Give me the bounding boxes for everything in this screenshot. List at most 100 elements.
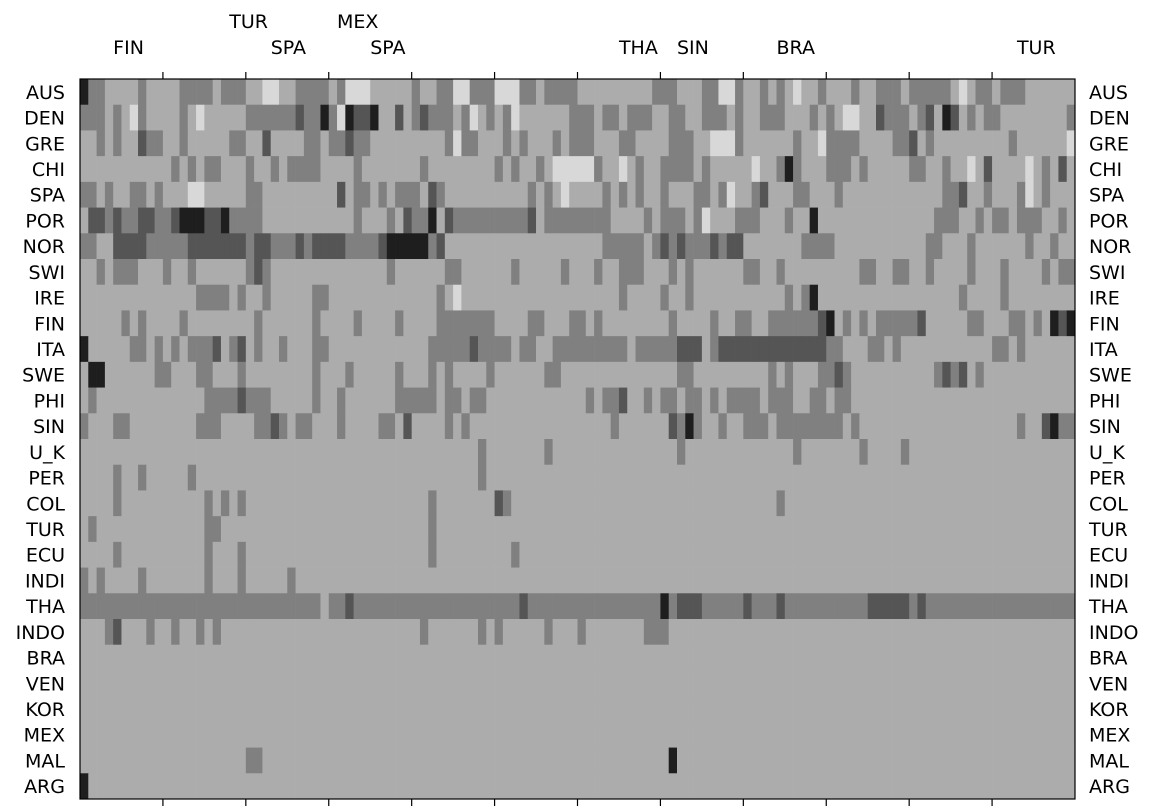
heatmap-cell xyxy=(138,567,147,594)
heatmap-cell xyxy=(345,259,354,286)
heatmap-cell xyxy=(635,747,645,774)
heatmap-cell xyxy=(942,464,951,491)
heatmap-cell xyxy=(759,284,769,311)
heatmap-cell xyxy=(279,644,288,671)
heatmap-cell xyxy=(453,439,462,466)
heatmap-cell xyxy=(735,516,744,543)
heatmap-cell xyxy=(469,310,479,337)
heatmap-cell xyxy=(1008,336,1018,363)
heatmap-cell xyxy=(378,104,388,131)
heatmap-cell xyxy=(254,567,263,594)
heatmap-cell xyxy=(925,387,935,414)
heatmap-cell xyxy=(1041,567,1051,594)
heatmap-cell xyxy=(1000,79,1010,106)
heatmap-cell xyxy=(88,773,97,800)
heatmap-cell xyxy=(917,233,927,260)
heatmap-cell xyxy=(842,156,852,183)
heatmap-cell xyxy=(934,130,943,157)
heatmap-cell xyxy=(942,439,951,466)
heatmap-cell xyxy=(925,567,935,594)
heatmap-cell xyxy=(536,181,545,208)
heatmap-cell xyxy=(270,336,280,363)
heatmap-cell xyxy=(88,104,97,131)
heatmap-cell xyxy=(726,721,736,748)
heatmap-cell xyxy=(171,79,180,106)
heatmap-cell xyxy=(594,259,603,286)
heatmap-cell xyxy=(96,439,106,466)
heatmap-cell xyxy=(187,696,197,723)
heatmap-cell xyxy=(876,670,885,697)
heatmap-cell xyxy=(478,413,487,440)
heatmap-cell xyxy=(768,670,777,697)
heatmap-cell xyxy=(776,644,786,671)
heatmap-cell xyxy=(577,721,587,748)
heatmap-cell xyxy=(146,233,155,260)
heatmap-cell xyxy=(444,181,454,208)
heatmap-cell xyxy=(569,696,578,723)
heatmap-cell xyxy=(1050,79,1059,106)
heatmap-cell xyxy=(992,567,1001,594)
heatmap-cell xyxy=(187,259,197,286)
heatmap-cell xyxy=(220,207,230,234)
heatmap-cell xyxy=(560,721,570,748)
heatmap-cell xyxy=(279,310,288,337)
heatmap-cell xyxy=(171,439,180,466)
heatmap-cell xyxy=(162,233,172,260)
heatmap-cell xyxy=(419,259,429,286)
heatmap-cell xyxy=(187,284,197,311)
heatmap-cell xyxy=(361,747,371,774)
heatmap-cell xyxy=(536,207,545,234)
heatmap-cell xyxy=(171,644,180,671)
heatmap-cell xyxy=(370,490,379,517)
heatmap-cell xyxy=(187,670,197,697)
heatmap-cell xyxy=(834,387,844,414)
heatmap-cell xyxy=(428,490,437,517)
heatmap-cell xyxy=(88,361,97,388)
heatmap-cell xyxy=(876,130,885,157)
heatmap-cell xyxy=(403,310,413,337)
heatmap-cell xyxy=(254,670,263,697)
heatmap-cell xyxy=(627,233,636,260)
heatmap-cell xyxy=(461,156,471,183)
heatmap-cell xyxy=(536,130,545,157)
heatmap-cell xyxy=(461,310,471,337)
heatmap-cell xyxy=(337,413,346,440)
heatmap-cell xyxy=(1050,439,1059,466)
heatmap-cell xyxy=(925,721,935,748)
row-label: PER xyxy=(1089,468,1126,490)
heatmap-cell xyxy=(743,156,752,183)
heatmap-cell xyxy=(138,439,147,466)
heatmap-cell xyxy=(411,464,421,491)
heatmap-cell xyxy=(668,670,678,697)
heatmap-cell xyxy=(478,541,487,568)
heatmap-cell xyxy=(544,439,553,466)
heatmap-cell xyxy=(585,79,595,106)
heatmap-cell xyxy=(743,747,752,774)
heatmap-cell xyxy=(328,696,338,723)
heatmap-cell xyxy=(279,696,288,723)
heatmap-cell xyxy=(287,696,296,723)
heatmap-cell xyxy=(162,567,172,594)
heatmap-cell xyxy=(652,670,661,697)
heatmap-cell xyxy=(900,439,910,466)
heatmap-cell xyxy=(179,387,189,414)
heatmap-cell xyxy=(121,361,131,388)
heatmap-cell xyxy=(967,464,976,491)
heatmap-cell xyxy=(801,593,811,620)
heatmap-cell xyxy=(212,336,222,363)
heatmap-cell xyxy=(1025,773,1034,800)
heatmap-cell xyxy=(453,644,462,671)
heatmap-cell xyxy=(428,644,437,671)
heatmap-cell xyxy=(171,490,180,517)
heatmap-cell xyxy=(925,773,935,800)
heatmap-cell xyxy=(536,79,545,106)
heatmap-cell xyxy=(204,696,214,723)
heatmap-cell xyxy=(726,747,736,774)
heatmap-cell xyxy=(80,156,89,183)
heatmap-cell xyxy=(113,413,122,440)
heatmap-cell xyxy=(759,181,769,208)
heatmap-cell xyxy=(395,310,404,337)
heatmap-cell xyxy=(693,156,703,183)
heatmap-cell xyxy=(585,464,595,491)
heatmap-cell xyxy=(544,336,553,363)
